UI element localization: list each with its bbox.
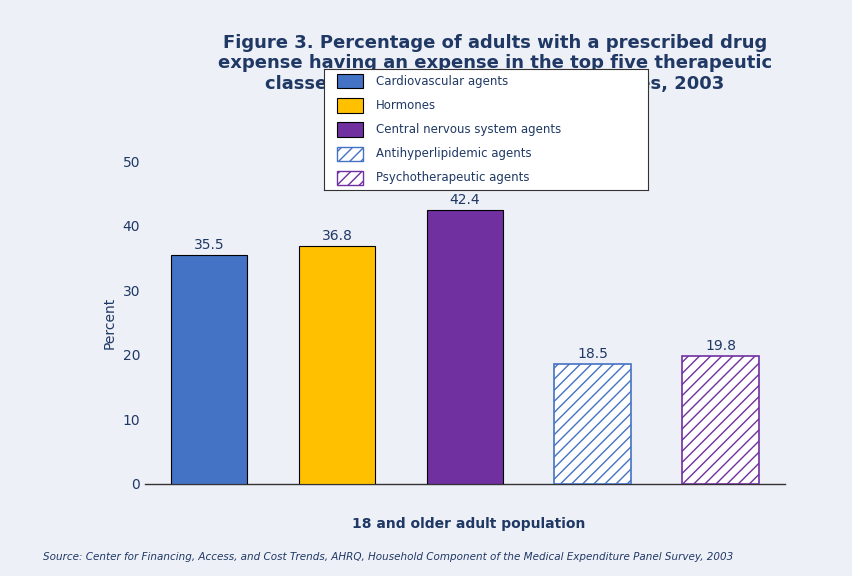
Text: Source: Center for Financing, Access, and Cost Trends, AHRQ, Household Component: Source: Center for Financing, Access, an…	[43, 552, 732, 562]
FancyBboxPatch shape	[337, 122, 363, 137]
Text: 18.5: 18.5	[577, 347, 607, 361]
FancyBboxPatch shape	[337, 146, 363, 161]
Text: Figure 3. Percentage of adults with a prescribed drug
expense having an expense : Figure 3. Percentage of adults with a pr…	[217, 33, 771, 93]
Text: Psychotherapeutic agents: Psychotherapeutic agents	[376, 172, 529, 184]
Text: 36.8: 36.8	[321, 229, 352, 243]
Text: 19.8: 19.8	[705, 339, 735, 353]
Text: Central nervous system agents: Central nervous system agents	[376, 123, 561, 136]
Text: 42.4: 42.4	[449, 193, 480, 207]
Bar	[170, 255, 247, 484]
Bar	[298, 247, 375, 484]
Text: 35.5: 35.5	[193, 237, 224, 252]
Bar	[426, 210, 503, 484]
Text: Antihyperlipidemic agents: Antihyperlipidemic agents	[376, 147, 531, 160]
FancyBboxPatch shape	[337, 170, 363, 185]
Text: 18 and older adult population: 18 and older adult population	[352, 517, 585, 531]
Y-axis label: Percent: Percent	[103, 297, 117, 348]
FancyBboxPatch shape	[337, 98, 363, 113]
Bar	[682, 356, 758, 484]
Text: Hormones: Hormones	[376, 99, 435, 112]
Text: Cardiovascular agents: Cardiovascular agents	[376, 75, 508, 88]
FancyBboxPatch shape	[337, 74, 363, 89]
Bar	[554, 365, 630, 484]
